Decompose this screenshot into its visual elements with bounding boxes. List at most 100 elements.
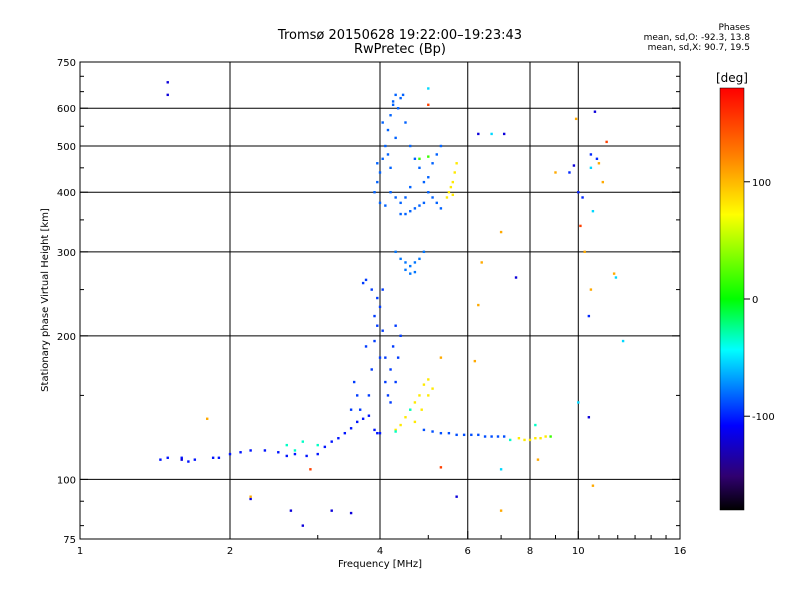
data-point (381, 288, 384, 291)
data-point (409, 272, 412, 275)
data-point (285, 443, 288, 447)
data-point (404, 268, 407, 272)
data-point (528, 438, 532, 442)
phase-info-heading: Phases (718, 23, 750, 33)
data-point (439, 431, 443, 435)
data-point (413, 157, 417, 161)
y-tick-label: 100 (57, 475, 76, 486)
data-point (477, 303, 480, 307)
data-point (568, 171, 571, 174)
data-point (574, 117, 578, 121)
data-point (217, 456, 221, 459)
phase-info-o: mean, sd,O: -92.3, 13.8 (643, 33, 750, 43)
data-point (376, 296, 379, 300)
data-point (453, 171, 456, 174)
x-tick-label: 1 (77, 546, 83, 557)
x-axis-label: Frequency [MHz] (338, 559, 422, 570)
data-point (483, 435, 487, 438)
data-point (361, 417, 365, 420)
data-point (384, 356, 387, 359)
data-point (413, 401, 417, 404)
data-point (431, 387, 434, 390)
phase-colorbar (719, 87, 745, 511)
data-point (413, 420, 417, 424)
data-point (249, 495, 252, 498)
data-point (404, 212, 407, 216)
data-point (180, 458, 183, 461)
data-point (394, 136, 397, 140)
data-point (621, 339, 625, 343)
data-point (422, 250, 426, 254)
data-point (391, 100, 395, 103)
data-point (301, 440, 305, 443)
data-point (455, 495, 458, 498)
data-point (370, 288, 373, 291)
data-point (577, 191, 580, 194)
data-point (316, 452, 319, 456)
data-point (249, 449, 252, 452)
data-point (358, 408, 362, 411)
data-point (418, 204, 421, 207)
data-point (389, 191, 392, 194)
data-point (396, 356, 400, 359)
data-point (514, 276, 518, 279)
x-tick-label: 6 (465, 546, 471, 557)
data-point (445, 196, 449, 199)
data-point (593, 110, 597, 113)
data-point (330, 440, 333, 443)
data-point (601, 180, 605, 184)
data-point (399, 334, 402, 338)
data-point (587, 416, 591, 419)
data-point (490, 132, 493, 136)
y-tick-label: 750 (57, 58, 76, 69)
data-point (277, 451, 280, 454)
data-point (447, 191, 451, 194)
data-point (439, 207, 443, 210)
data-point (356, 394, 359, 397)
data-point (572, 164, 576, 167)
data-point (399, 96, 402, 100)
y-tick-label: 400 (57, 188, 76, 199)
data-point (193, 458, 197, 461)
data-point (399, 201, 402, 205)
phase-info-x: mean, sd,X: 90.7, 19.5 (647, 43, 750, 53)
data-point (180, 456, 183, 459)
data-point (605, 140, 608, 144)
data-point (394, 250, 397, 254)
data-point (577, 401, 580, 404)
data-point (384, 380, 387, 384)
data-point (427, 87, 430, 90)
data-point (614, 276, 618, 279)
data-point (427, 103, 430, 106)
data-point (404, 261, 407, 264)
data-point (413, 207, 417, 210)
data-point (285, 454, 288, 458)
data-point (422, 428, 426, 432)
data-point (480, 261, 483, 264)
data-point (373, 314, 376, 318)
data-point (401, 93, 405, 97)
data-point (422, 180, 426, 184)
data-point (409, 408, 412, 411)
data-point (381, 121, 384, 124)
y-tick-label: 500 (57, 142, 76, 153)
data-point (361, 281, 365, 285)
data-point (166, 456, 169, 459)
data-point (399, 212, 402, 216)
data-point (373, 191, 376, 194)
data-point (323, 445, 327, 449)
data-point (523, 438, 526, 442)
data-point (343, 431, 347, 435)
data-point (496, 435, 500, 438)
data-point (378, 305, 382, 309)
data-point (349, 511, 353, 515)
data-point (418, 166, 421, 170)
data-point (349, 427, 353, 430)
data-point (263, 449, 267, 452)
data-point (364, 278, 368, 282)
data-point (378, 431, 382, 435)
data-point (499, 509, 503, 512)
data-points (159, 81, 625, 527)
data-point (386, 128, 390, 132)
